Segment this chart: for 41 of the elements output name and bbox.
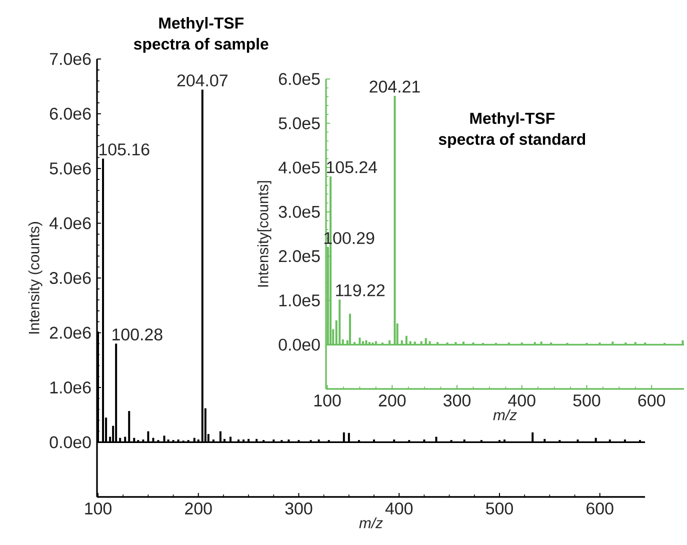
annotation: 204.07 <box>177 74 228 86</box>
y-tick-label: 3.0e5 <box>278 206 320 218</box>
x-tick-label: 500 <box>486 502 513 514</box>
x-tick-label: 400 <box>385 502 413 514</box>
y-tick-label: 6.0e6 <box>50 108 91 120</box>
y-tick-label: 1.0e6 <box>50 381 91 394</box>
annotation: 100.28 <box>112 328 162 340</box>
y-tick-label: 5.0e5 <box>278 117 320 130</box>
x-tick-label: 100 <box>314 394 341 406</box>
y-tick-label: 3.0e6 <box>50 272 91 284</box>
y-tick-label: 0.0e0 <box>278 338 320 351</box>
chart-title: Methyl-TSF <box>159 17 244 32</box>
x-axis-title: m/z <box>493 409 517 420</box>
chart-subtitle: spectra of sample <box>134 38 268 53</box>
y-tick-label: 4.0e5 <box>278 162 320 174</box>
y-tick-label: 6.0e5 <box>278 72 320 85</box>
x-tick-label: 600 <box>586 502 614 514</box>
y-tick-label: 2.0e6 <box>50 326 91 339</box>
text: Methyl-TSF <box>470 112 555 128</box>
y-tick-label: 7.0e6 <box>50 52 91 65</box>
x-tick-label: 600 <box>638 394 666 406</box>
annotation: 105.24 <box>327 161 378 174</box>
x-tick-label: 300 <box>285 502 312 514</box>
annotation: 204.21 <box>370 80 420 93</box>
x-tick-label: 200 <box>378 394 406 406</box>
text: spectra of standard <box>438 133 586 148</box>
y-tick-label: 5.0e6 <box>50 162 91 174</box>
x-axis-title: m/z <box>359 517 383 528</box>
y-axis-title: Intensity (counts) <box>28 222 42 334</box>
x-tick-label: 100 <box>85 502 112 514</box>
y-tick-label: 1.0e5 <box>279 294 320 306</box>
y-tick-label: 0.0e0 <box>50 436 91 448</box>
x-tick-label: 300 <box>444 394 470 406</box>
annotation: 105.16 <box>100 143 150 156</box>
y-axis-title: Intensity[counts] <box>257 181 272 287</box>
x-tick-label: 400 <box>508 394 536 406</box>
x-tick-label: 500 <box>573 394 600 406</box>
annotation: 119.22 <box>336 284 385 296</box>
y-tick-label: 4.0e6 <box>50 217 91 230</box>
y-tick-label: 2.0e5 <box>278 250 320 262</box>
x-tick-label: 200 <box>185 502 212 514</box>
